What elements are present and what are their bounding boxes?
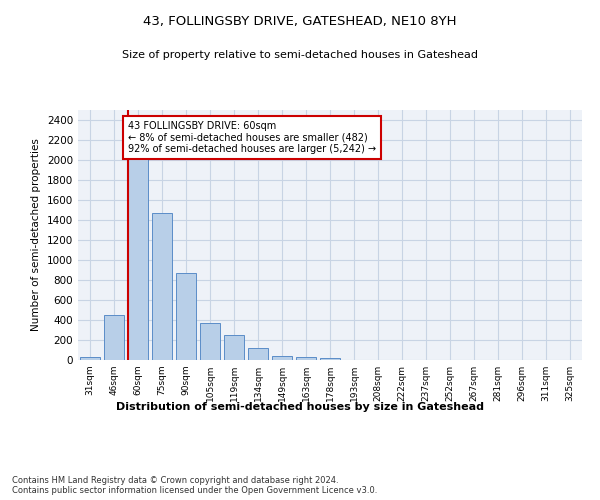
Bar <box>152 213 172 360</box>
Y-axis label: Number of semi-detached properties: Number of semi-detached properties <box>31 138 41 332</box>
Bar <box>128 150 148 360</box>
Bar <box>296 356 316 360</box>
Bar <box>176 273 196 360</box>
Text: Distribution of semi-detached houses by size in Gateshead: Distribution of semi-detached houses by … <box>116 402 484 412</box>
Bar <box>80 356 100 360</box>
Bar <box>200 323 220 360</box>
Text: 43, FOLLINGSBY DRIVE, GATESHEAD, NE10 8YH: 43, FOLLINGSBY DRIVE, GATESHEAD, NE10 8Y… <box>143 15 457 28</box>
Bar <box>272 356 292 360</box>
Bar <box>104 315 124 360</box>
Text: 43 FOLLINGSBY DRIVE: 60sqm
← 8% of semi-detached houses are smaller (482)
92% of: 43 FOLLINGSBY DRIVE: 60sqm ← 8% of semi-… <box>128 121 376 154</box>
Bar <box>248 348 268 360</box>
Text: Contains HM Land Registry data © Crown copyright and database right 2024.
Contai: Contains HM Land Registry data © Crown c… <box>12 476 377 495</box>
Text: Size of property relative to semi-detached houses in Gateshead: Size of property relative to semi-detach… <box>122 50 478 60</box>
Bar <box>320 358 340 360</box>
Bar <box>224 335 244 360</box>
